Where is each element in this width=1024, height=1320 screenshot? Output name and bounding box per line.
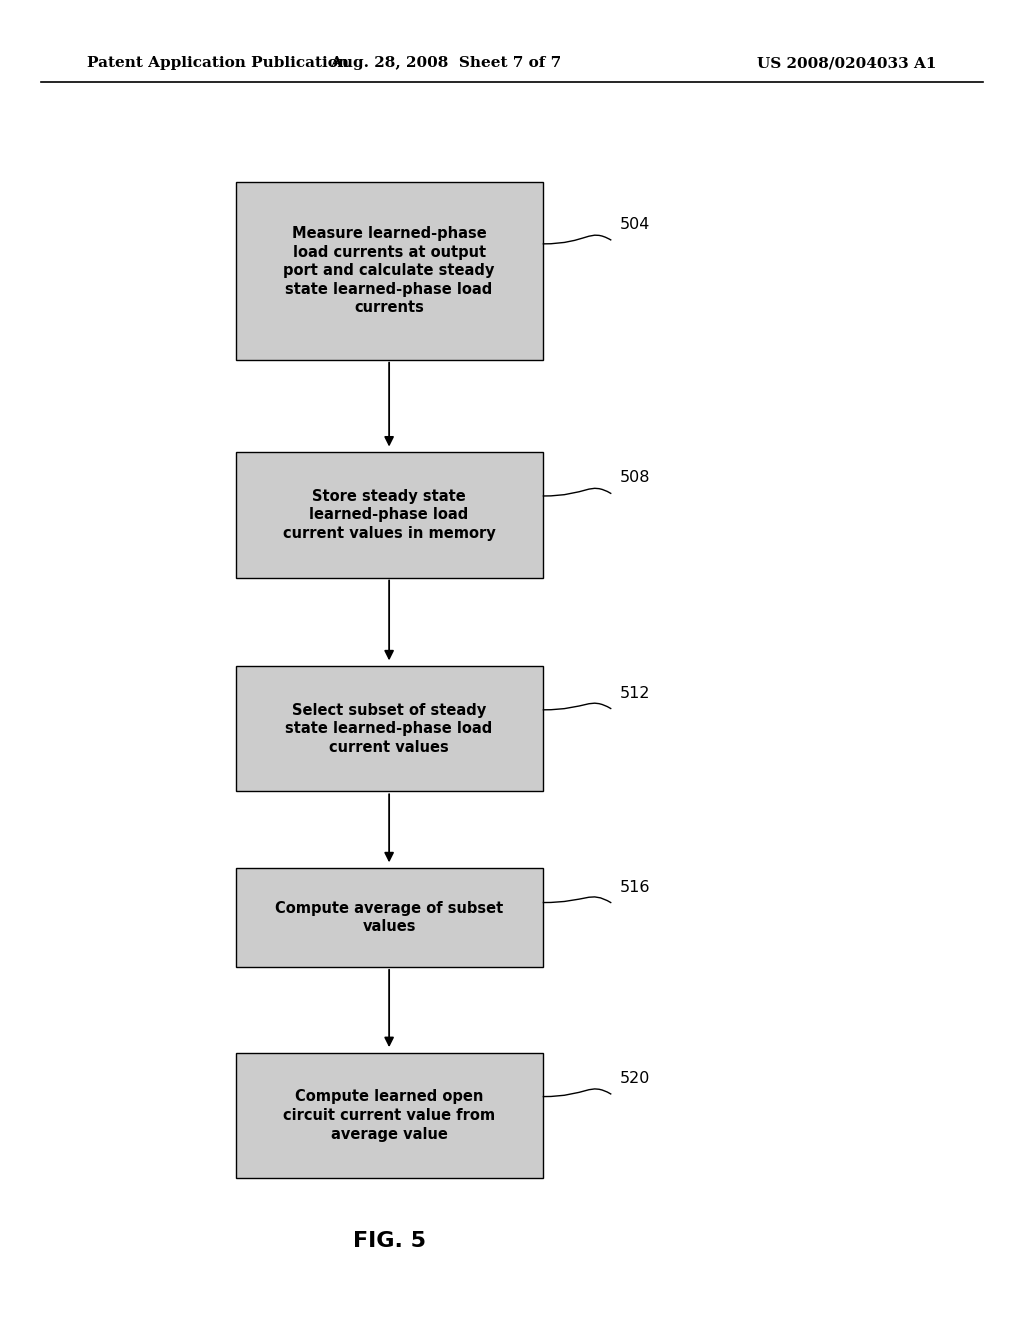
Text: Patent Application Publication: Patent Application Publication [87,57,349,70]
FancyBboxPatch shape [236,451,543,578]
Text: FIG. 5: FIG. 5 [352,1230,426,1251]
Text: Select subset of steady
state learned-phase load
current values: Select subset of steady state learned-ph… [286,702,493,755]
Text: Store steady state
learned-phase load
current values in memory: Store steady state learned-phase load cu… [283,488,496,541]
FancyBboxPatch shape [236,665,543,791]
Text: Compute learned open
circuit current value from
average value: Compute learned open circuit current val… [283,1089,496,1142]
FancyBboxPatch shape [236,869,543,966]
Text: 516: 516 [620,879,650,895]
Text: Measure learned-phase
load currents at output
port and calculate steady
state le: Measure learned-phase load currents at o… [284,226,495,315]
Text: Compute average of subset
values: Compute average of subset values [275,900,503,935]
FancyBboxPatch shape [236,1053,543,1177]
Text: Aug. 28, 2008  Sheet 7 of 7: Aug. 28, 2008 Sheet 7 of 7 [330,57,561,70]
Text: 512: 512 [620,685,650,701]
Text: 520: 520 [620,1071,650,1086]
FancyBboxPatch shape [236,181,543,359]
Text: 504: 504 [620,216,650,232]
Text: 508: 508 [620,470,650,486]
Text: US 2008/0204033 A1: US 2008/0204033 A1 [758,57,937,70]
